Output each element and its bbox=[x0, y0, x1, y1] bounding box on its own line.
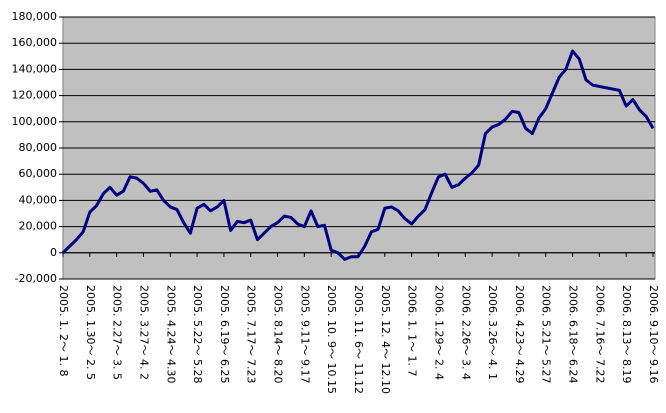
y-tick-label: 80,000 bbox=[19, 141, 58, 154]
x-tick-label: 2006. 1.29～ 2. 4 bbox=[432, 285, 445, 380]
line-series bbox=[61, 49, 655, 261]
x-tick-label: 2005. 6.19～ 6.25 bbox=[218, 285, 231, 383]
x-tick-label: 2006. 3.26～ 4. 1 bbox=[486, 285, 499, 380]
y-tick-label: 160,000 bbox=[12, 36, 58, 49]
x-tick-label: 2005. 2.27～ 3. 5 bbox=[111, 285, 124, 380]
x-tick-label: 2006. 6.18～ 6.24 bbox=[567, 285, 580, 383]
x-tick-label: 2006. 9.10～ 9.16 bbox=[647, 285, 660, 383]
x-tick-label: 2005. 3.27～ 4. 2 bbox=[137, 285, 150, 380]
x-tick-label: 2005. 8.14～ 8.20 bbox=[272, 285, 285, 383]
y-tick-label: 180,000 bbox=[12, 10, 58, 23]
y-tick-label: 20,000 bbox=[19, 220, 58, 233]
x-tick-label: 2006. 7.16～ 7.22 bbox=[593, 285, 606, 383]
x-tick-label: 2006. 2.26～ 3. 4 bbox=[459, 285, 472, 380]
x-tick-label: 2005. 4.24～ 4.30 bbox=[164, 285, 177, 383]
x-tick-label: 2005. 10. 9～ 10.15 bbox=[325, 285, 338, 394]
x-tick-label: 2005. 11. 6～ 11.12 bbox=[352, 285, 365, 394]
x-tick-label: 2005. 7.17～ 7.23 bbox=[245, 285, 258, 383]
y-tick-label: 120,000 bbox=[12, 89, 58, 102]
x-tick-label: 2005. 1.30～ 2. 5 bbox=[84, 285, 97, 380]
x-tick-label: 2005. 1. 2～ 1. 8 bbox=[57, 285, 70, 376]
x-tick-label: 2005. 5.22～ 5.28 bbox=[191, 285, 204, 383]
y-tick-label: 140,000 bbox=[12, 62, 58, 75]
y-tick-label: -20,000 bbox=[15, 272, 57, 285]
y-tick-label: 0 bbox=[50, 246, 57, 259]
x-tick-label: 2006. 8.13～ 8.19 bbox=[620, 285, 633, 383]
x-tick-label: 2006. 4.23～ 4.29 bbox=[513, 285, 526, 383]
x-tick-label: 2005. 12. 4～ 12.10 bbox=[379, 285, 392, 394]
y-tick-label: 60,000 bbox=[19, 167, 58, 180]
y-tick-label: 100,000 bbox=[12, 115, 58, 128]
x-tick-label: 2005. 9.11～ 9.17 bbox=[298, 285, 311, 383]
y-tick-label: 40,000 bbox=[19, 193, 58, 206]
x-tick-label: 2006. 5.21～ 5.27 bbox=[540, 285, 553, 383]
x-tick-label: 2006. 1. 1～ 1. 7 bbox=[406, 285, 419, 376]
